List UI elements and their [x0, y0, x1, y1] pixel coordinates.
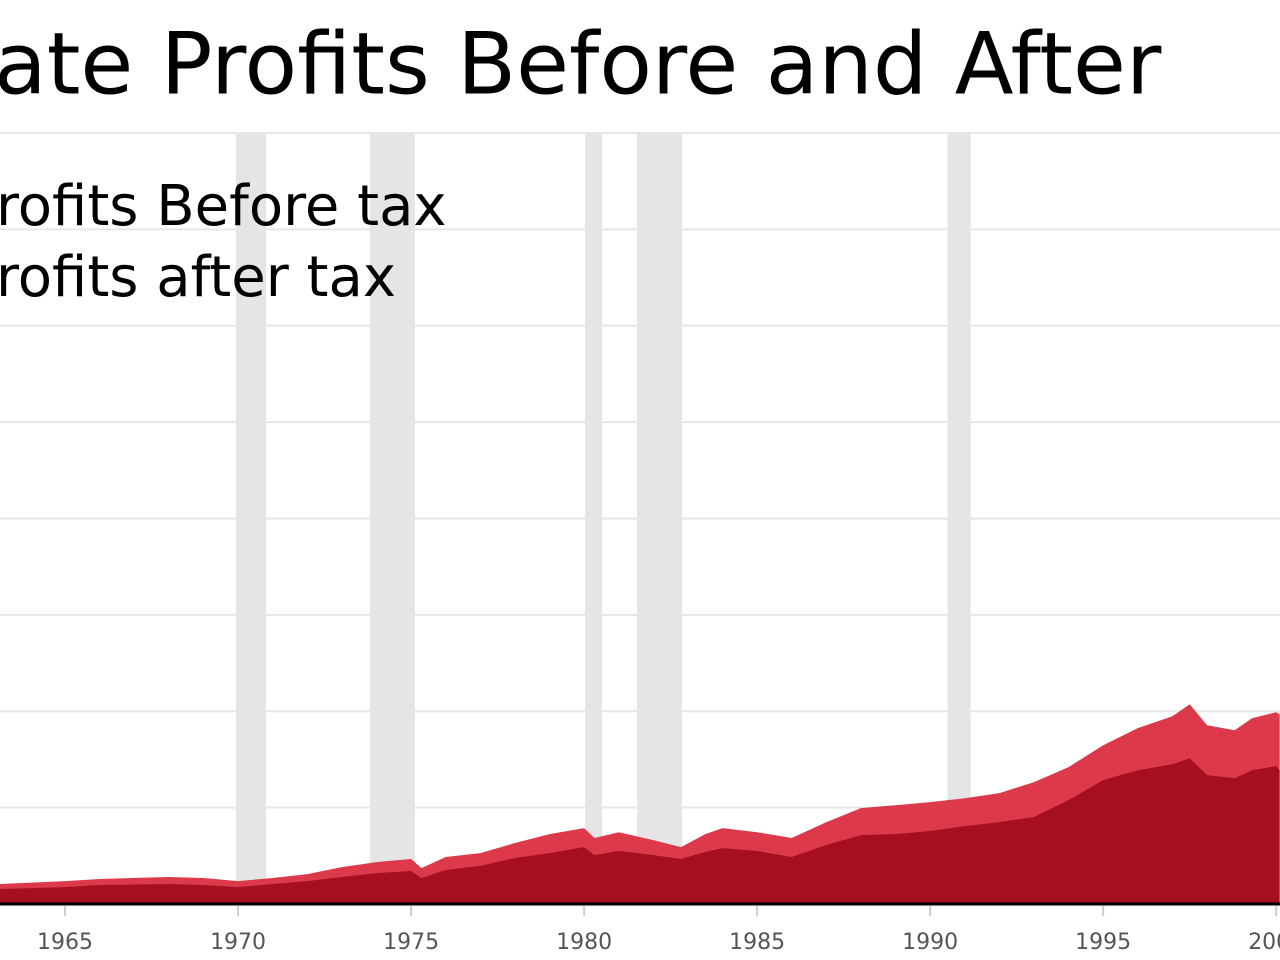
x-tick-label: 1975: [383, 930, 439, 955]
x-tick-label: 1970: [210, 930, 266, 955]
background-layer: [0, 132, 1280, 905]
x-tick-label: 1995: [1075, 930, 1131, 955]
x-tick-label: 1985: [729, 930, 785, 955]
plot-layer: [0, 704, 1280, 904]
area: [0, 758, 1280, 904]
legend-label: rofits after tax: [0, 245, 396, 310]
x-tick-label: 1980: [556, 930, 612, 955]
legend-label: rofits Before tax: [0, 174, 447, 239]
foreground-layer: 1965 1970 1975 1980 1985 1990 1995 2000 rofits B…: [0, 174, 1280, 955]
x-tick-label: 1965: [37, 930, 93, 955]
x-tick-label: 2000: [1248, 930, 1280, 955]
chart-title: ate Profits Before and After: [0, 14, 1162, 114]
x-tick-label: 1990: [902, 930, 958, 955]
